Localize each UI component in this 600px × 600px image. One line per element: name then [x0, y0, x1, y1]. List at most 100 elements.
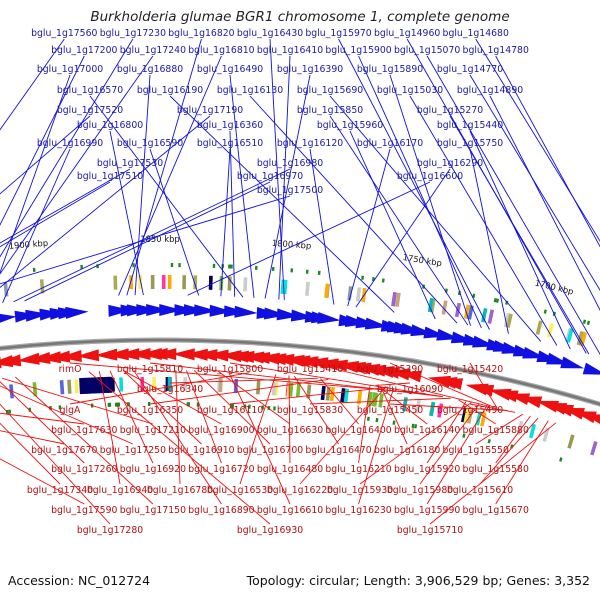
plus-strand-gene	[194, 304, 218, 317]
minus-strand-gene	[387, 368, 411, 381]
minus-gene-label: bglu_1g17250	[100, 445, 166, 456]
plus-gene-label: bglu_1g14770	[437, 64, 503, 75]
plus-gene-label: bglu_1g14680	[443, 28, 509, 39]
plus-gene-label: bglu_1g14960	[374, 28, 440, 39]
minus-gene-label: bglu_1g15670	[463, 505, 529, 516]
pseudo-feature-tick	[230, 264, 233, 269]
minus-strand-gene	[398, 370, 423, 383]
plus-leader-line	[309, 148, 335, 305]
plus-leader-line	[220, 148, 231, 297]
minus-leader-line	[109, 370, 154, 464]
plus-leader-line	[109, 130, 144, 296]
plus-strand-gene	[209, 304, 233, 317]
minus-leader-line	[309, 362, 490, 407]
plus-gene-label: bglu_1g15030	[377, 85, 443, 96]
plus-gene-label: bglu_1g16510	[197, 138, 263, 149]
minus-leader-line	[426, 401, 467, 464]
pseudo-feature-tick	[543, 309, 547, 314]
minus-strand-gene	[573, 411, 597, 424]
plus-feature-band	[150, 275, 155, 290]
minus-strand-gene	[27, 351, 51, 364]
minus-strand-gene	[128, 348, 151, 361]
plus-leader-line	[0, 115, 91, 195]
minus-leader-line	[359, 402, 472, 485]
pseudo-feature-tick	[375, 417, 379, 423]
plus-gene-label: bglu_1g16970	[237, 171, 303, 182]
minus-strand-gene	[16, 352, 40, 365]
minus-feature-band	[295, 383, 301, 398]
plus-gene-label: bglu_1g16990	[37, 138, 103, 149]
plus-gene-label: bglu_1g16490	[197, 64, 263, 75]
plus-gene-label: bglu_1g16360	[197, 120, 263, 131]
plus-gene-label: bglu_1g16820	[168, 28, 234, 39]
minus-leader-line	[229, 386, 389, 405]
plus-feature-band	[182, 275, 187, 290]
minus-feature-band	[463, 408, 470, 423]
plus-gene-label: bglu_1g15750	[437, 138, 503, 149]
plus-leader-line	[329, 115, 469, 326]
plus-feature-band	[463, 304, 471, 319]
plus-gene-label: bglu_1g16430	[237, 28, 303, 39]
minus-gene-label: bglu_1g16210	[325, 464, 391, 475]
plus-leader-line	[134, 74, 151, 296]
pseudo-feature-tick	[212, 263, 216, 268]
minus-gene-label: bglu_1g15550	[443, 445, 509, 456]
minus-feature-band	[59, 380, 65, 395]
minus-feature-band	[529, 423, 536, 439]
pseudo-feature-tick	[493, 297, 497, 303]
plus-gene-label: bglu_1g17500	[257, 185, 323, 196]
plus-gene-label: bglu_1g15890	[357, 64, 423, 75]
minus-gene-label: bglu_1g15800	[197, 364, 263, 375]
pseudo-feature-tick	[117, 402, 121, 407]
plus-gene-label: bglu_1g16810	[188, 45, 254, 56]
pseudo-feature-tick	[8, 409, 12, 414]
minus-gene-label: bglu_1g16110	[197, 405, 263, 416]
plus-leader-line	[24, 181, 271, 302]
pseudo-feature-tick	[271, 266, 275, 272]
plus-leader-line	[0, 38, 134, 258]
minus-strand-gene	[348, 362, 372, 375]
minus-strand-gene	[106, 348, 129, 361]
minus-strand-gene	[439, 378, 464, 391]
plus-leader-line	[126, 38, 202, 296]
pseudo-feature-tick	[261, 405, 265, 410]
minus-strand-gene	[38, 351, 62, 364]
minus-strand-gene	[506, 393, 531, 406]
plus-gene-label: bglu_1g15690	[297, 85, 363, 96]
minus-leader-line	[217, 370, 291, 425]
minus-gene-label: bglu_1g15830	[277, 405, 343, 416]
minus-feature-band	[167, 377, 172, 392]
minus-gene-label: bglu_1g16220	[267, 485, 333, 496]
minus-gene-label: bglu_1g16470	[305, 445, 371, 456]
plus-gene-label: bglu_1g16120	[277, 138, 343, 149]
minus-leader-line	[469, 403, 516, 413]
minus-gene-label: bglu_1g16180	[374, 445, 440, 456]
pseudo-feature-tick	[80, 264, 83, 269]
minus-gene-label: bglu_1g16340	[137, 384, 203, 395]
pseudo-feature-tick	[228, 264, 231, 269]
plus-strand-gene	[65, 306, 89, 319]
plus-gene-label: bglu_1g16800	[77, 120, 143, 131]
minus-gene-label: bglu_1g17340	[27, 485, 93, 496]
minus-feature-band	[371, 392, 377, 407]
minus-gene-label: bglu_1g15420	[437, 364, 503, 375]
plus-feature-band	[487, 309, 495, 324]
plus-gene-label: bglu_1g17240	[120, 45, 186, 56]
minus-strand-gene	[495, 390, 519, 403]
minus-leader-line	[293, 375, 339, 445]
minus-gene-label: bglu_1g15920	[394, 464, 460, 475]
pseudo-feature-tick	[58, 405, 62, 410]
minus-gene-label: bglu_1g15450	[357, 405, 423, 416]
plus-gene-label: bglu_1g14890	[457, 85, 523, 96]
plus-leader-line	[347, 148, 391, 307]
plus-leader-line	[269, 38, 285, 300]
plus-feature-band	[227, 276, 232, 291]
pseudo-feature-tick	[487, 438, 491, 444]
pseudo-feature-tick	[178, 263, 181, 268]
minus-leader-line	[380, 386, 408, 445]
minus-leader-line	[149, 378, 329, 405]
minus-gene-label: bglu_1g16900	[188, 425, 254, 436]
minus-feature-band	[218, 378, 223, 393]
plus-feature-band	[355, 287, 362, 302]
plus-gene-label: bglu_1g16390	[277, 64, 343, 75]
